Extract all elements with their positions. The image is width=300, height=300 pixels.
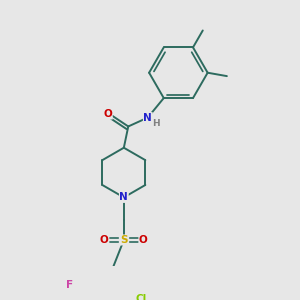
Text: N: N bbox=[119, 192, 128, 203]
Text: O: O bbox=[100, 235, 109, 245]
Text: H: H bbox=[152, 119, 160, 128]
Text: Cl: Cl bbox=[135, 294, 146, 300]
Text: O: O bbox=[103, 109, 112, 119]
Text: F: F bbox=[66, 280, 73, 290]
Text: N: N bbox=[143, 112, 152, 123]
Text: O: O bbox=[139, 235, 148, 245]
Text: S: S bbox=[120, 235, 127, 245]
